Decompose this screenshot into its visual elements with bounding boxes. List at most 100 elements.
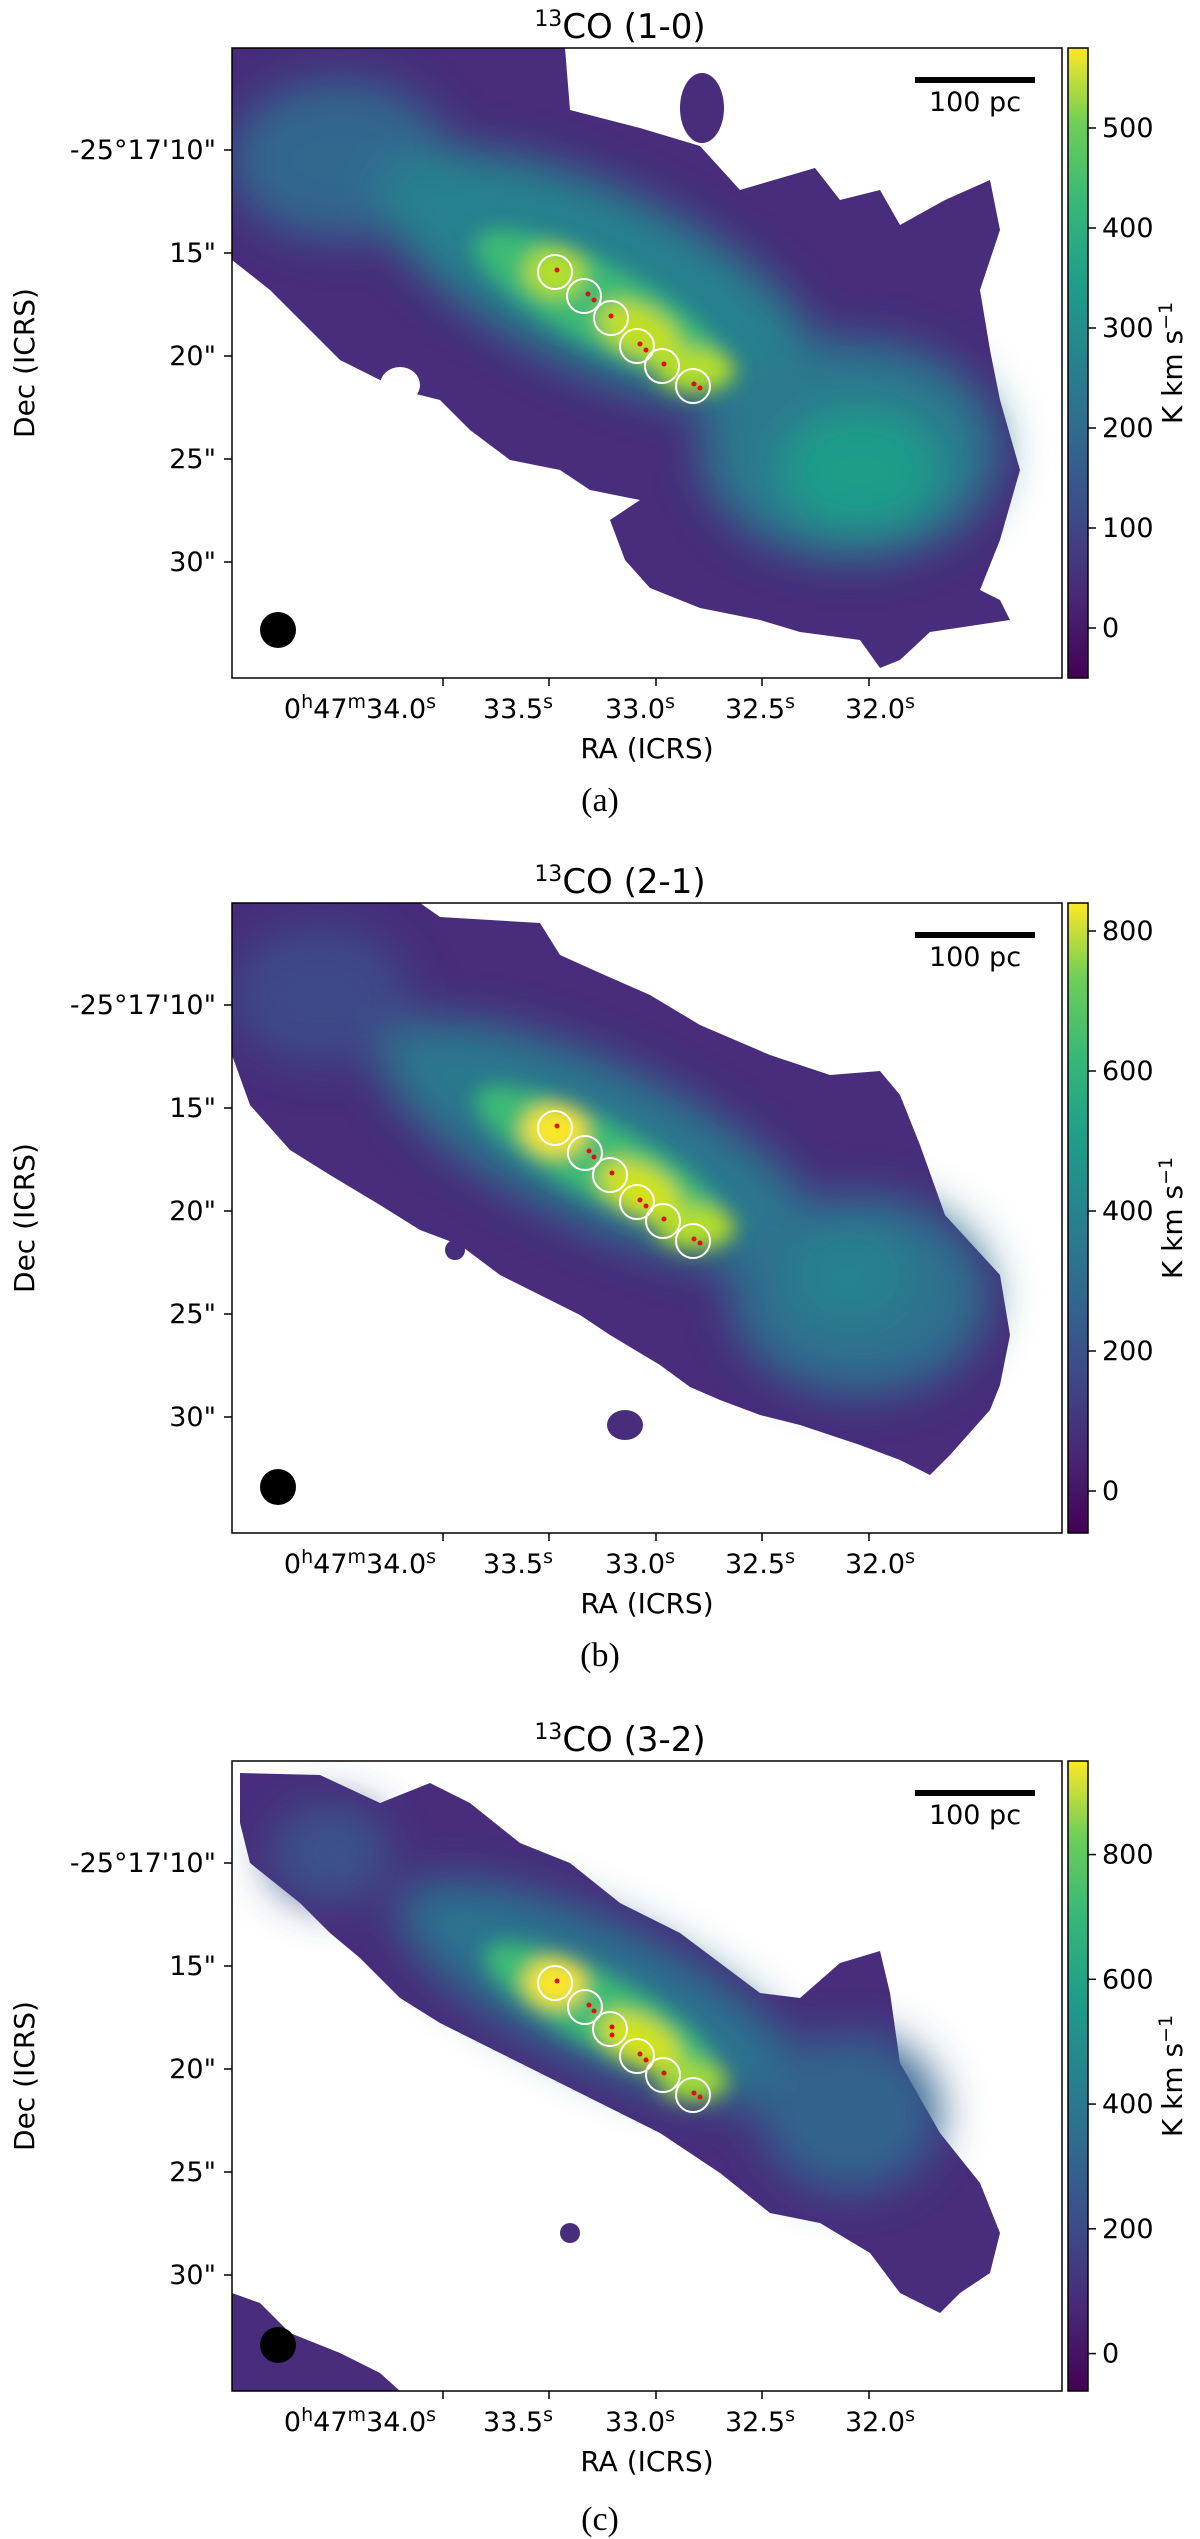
plot-frame bbox=[231, 47, 1063, 679]
y-axis-label: Dec (ICRS) bbox=[8, 288, 41, 438]
x-tick-label: 32.0s bbox=[845, 691, 915, 725]
title-main: CO (3-2) bbox=[562, 1720, 705, 1760]
y-axis-ticks bbox=[224, 149, 232, 563]
colorbar-ticks: 800 600 400 200 0 bbox=[1088, 1840, 1154, 2370]
y-tick-label: 20" bbox=[169, 341, 216, 372]
y-tick-label: 30" bbox=[169, 2260, 216, 2291]
colorbar-tick-label: 800 bbox=[1102, 1840, 1154, 1871]
x-tick-label: 33.5s bbox=[483, 1546, 553, 1580]
colorbar-tick-label: 400 bbox=[1102, 213, 1154, 244]
y-tick-label: -25°17'10" bbox=[70, 990, 216, 1021]
y-tick-labels: -25°17'10" 15" 20" 25" 30" bbox=[70, 990, 216, 1433]
x-tick-label: 0h47m34.0s bbox=[284, 2404, 436, 2438]
beam-ellipse bbox=[260, 2327, 296, 2363]
x-axis-ticks bbox=[442, 2391, 870, 2399]
colorbar-tick-label: 200 bbox=[1102, 413, 1154, 444]
colorbar-tick-label: 400 bbox=[1102, 2089, 1154, 2120]
colorbar-ticks: 500 400 300 200 100 0 bbox=[1088, 113, 1154, 644]
plot-frame bbox=[231, 902, 1063, 1534]
x-tick-label: 33.0s bbox=[605, 2404, 675, 2438]
scalebar-label: 100 pc bbox=[929, 942, 1021, 973]
y-tick-labels: -25°17'10" 15" 20" 25" 30" bbox=[70, 135, 216, 578]
x-tick-label: 33.0s bbox=[605, 691, 675, 725]
colorbar-tick-label: 200 bbox=[1102, 1336, 1154, 1367]
panel-title: 13CO (1-0) bbox=[534, 7, 705, 47]
intensity-map bbox=[232, 903, 1062, 1533]
panel-caption: (c) bbox=[581, 2501, 619, 2538]
colorbar-tick-label: 100 bbox=[1102, 513, 1154, 544]
beam-ellipse bbox=[260, 1469, 296, 1505]
panel-b: 13CO (2-1) bbox=[0, 855, 1200, 1701]
y-tick-label: -25°17'10" bbox=[70, 1848, 216, 1879]
panel-a: 13CO (1-0) bbox=[0, 0, 1200, 846]
y-axis-label: Dec (ICRS) bbox=[8, 1143, 41, 1293]
panel-caption: (a) bbox=[581, 782, 619, 819]
colorbar-label: K km s−1 bbox=[1155, 302, 1189, 424]
x-tick-label: 32.5s bbox=[725, 691, 795, 725]
colorbar-tick-label: 200 bbox=[1102, 2214, 1154, 2245]
y-axis-label: Dec (ICRS) bbox=[8, 2001, 41, 2151]
x-tick-label: 32.5s bbox=[725, 2404, 795, 2438]
x-axis-ticks bbox=[442, 1533, 870, 1541]
panel-caption: (b) bbox=[580, 1637, 620, 1674]
scalebar-label: 100 pc bbox=[929, 1800, 1021, 1831]
x-tick-label: 32.0s bbox=[845, 2404, 915, 2438]
colorbar-label: K km s−1 bbox=[1155, 2015, 1189, 2137]
y-tick-label: 20" bbox=[169, 1196, 216, 1227]
intensity-map bbox=[232, 48, 1062, 678]
y-tick-label: 25" bbox=[169, 1299, 216, 1330]
x-tick-labels: 0h47m34.0s 33.5s 33.0s 32.5s 32.0s bbox=[284, 1546, 915, 1580]
y-tick-label: 15" bbox=[169, 238, 216, 269]
colorbar-tick-label: 0 bbox=[1102, 1476, 1119, 1507]
map-figure: 13CO (3-2) bbox=[8, 1720, 1189, 2478]
panel-title: 13CO (2-1) bbox=[534, 862, 705, 902]
intensity-map bbox=[232, 1761, 1062, 2391]
x-tick-label: 33.0s bbox=[605, 1546, 675, 1580]
plot-frame bbox=[231, 1760, 1063, 2392]
x-tick-label: 32.0s bbox=[845, 1546, 915, 1580]
scalebar-label: 100 pc bbox=[929, 87, 1021, 118]
y-tick-labels: -25°17'10" 15" 20" 25" 30" bbox=[70, 1848, 216, 2291]
colorbar-tick-label: 0 bbox=[1102, 2339, 1119, 2370]
beam-ellipse bbox=[260, 612, 296, 648]
map-figure: 13CO (1-0) bbox=[8, 7, 1189, 765]
colorbar-ticks: 800 600 400 200 0 bbox=[1088, 916, 1154, 1507]
colorbar-tick-label: 600 bbox=[1102, 1056, 1154, 1087]
y-tick-label: 20" bbox=[169, 2054, 216, 2085]
y-tick-label: 15" bbox=[169, 1951, 216, 1982]
x-tick-labels: 0h47m34.0s 33.5s 33.0s 32.5s 32.0s bbox=[284, 691, 915, 725]
y-tick-label: 25" bbox=[169, 444, 216, 475]
x-tick-label: 0h47m34.0s bbox=[284, 691, 436, 725]
x-axis-ticks bbox=[442, 678, 870, 686]
colorbar-tick-label: 400 bbox=[1102, 1196, 1154, 1227]
y-tick-label: -25°17'10" bbox=[70, 135, 216, 166]
title-main: CO (1-0) bbox=[562, 7, 705, 47]
colorbar-tick-label: 0 bbox=[1102, 613, 1119, 644]
title-superscript: 13 bbox=[534, 7, 562, 32]
x-tick-label: 33.5s bbox=[483, 2404, 553, 2438]
colorbar bbox=[1067, 902, 1089, 1534]
title-superscript: 13 bbox=[534, 862, 562, 887]
y-axis-ticks bbox=[224, 1862, 232, 2276]
colorbar bbox=[1067, 47, 1089, 679]
x-tick-label: 32.5s bbox=[725, 1546, 795, 1580]
y-tick-label: 30" bbox=[169, 1402, 216, 1433]
x-tick-labels: 0h47m34.0s 33.5s 33.0s 32.5s 32.0s bbox=[284, 2404, 915, 2438]
x-tick-label: 33.5s bbox=[483, 691, 553, 725]
colorbar-tick-label: 600 bbox=[1102, 1964, 1154, 1995]
map-figure: 13CO (2-1) bbox=[8, 862, 1189, 1620]
panel-title: 13CO (3-2) bbox=[534, 1720, 705, 1760]
colorbar-tick-label: 800 bbox=[1102, 916, 1154, 947]
colorbar-tick-label: 300 bbox=[1102, 313, 1154, 344]
colorbar-tick-label: 500 bbox=[1102, 113, 1154, 144]
x-axis-label: RA (ICRS) bbox=[580, 1587, 713, 1620]
y-tick-label: 25" bbox=[169, 2157, 216, 2188]
x-tick-label: 0h47m34.0s bbox=[284, 1546, 436, 1580]
y-tick-label: 15" bbox=[169, 1093, 216, 1124]
y-tick-label: 30" bbox=[169, 547, 216, 578]
emission-region-lower bbox=[232, 2293, 400, 2391]
y-axis-ticks bbox=[224, 1004, 232, 1418]
title-main: CO (2-1) bbox=[562, 862, 705, 902]
x-axis-label: RA (ICRS) bbox=[580, 2445, 713, 2478]
colorbar-label: K km s−1 bbox=[1155, 1157, 1189, 1279]
